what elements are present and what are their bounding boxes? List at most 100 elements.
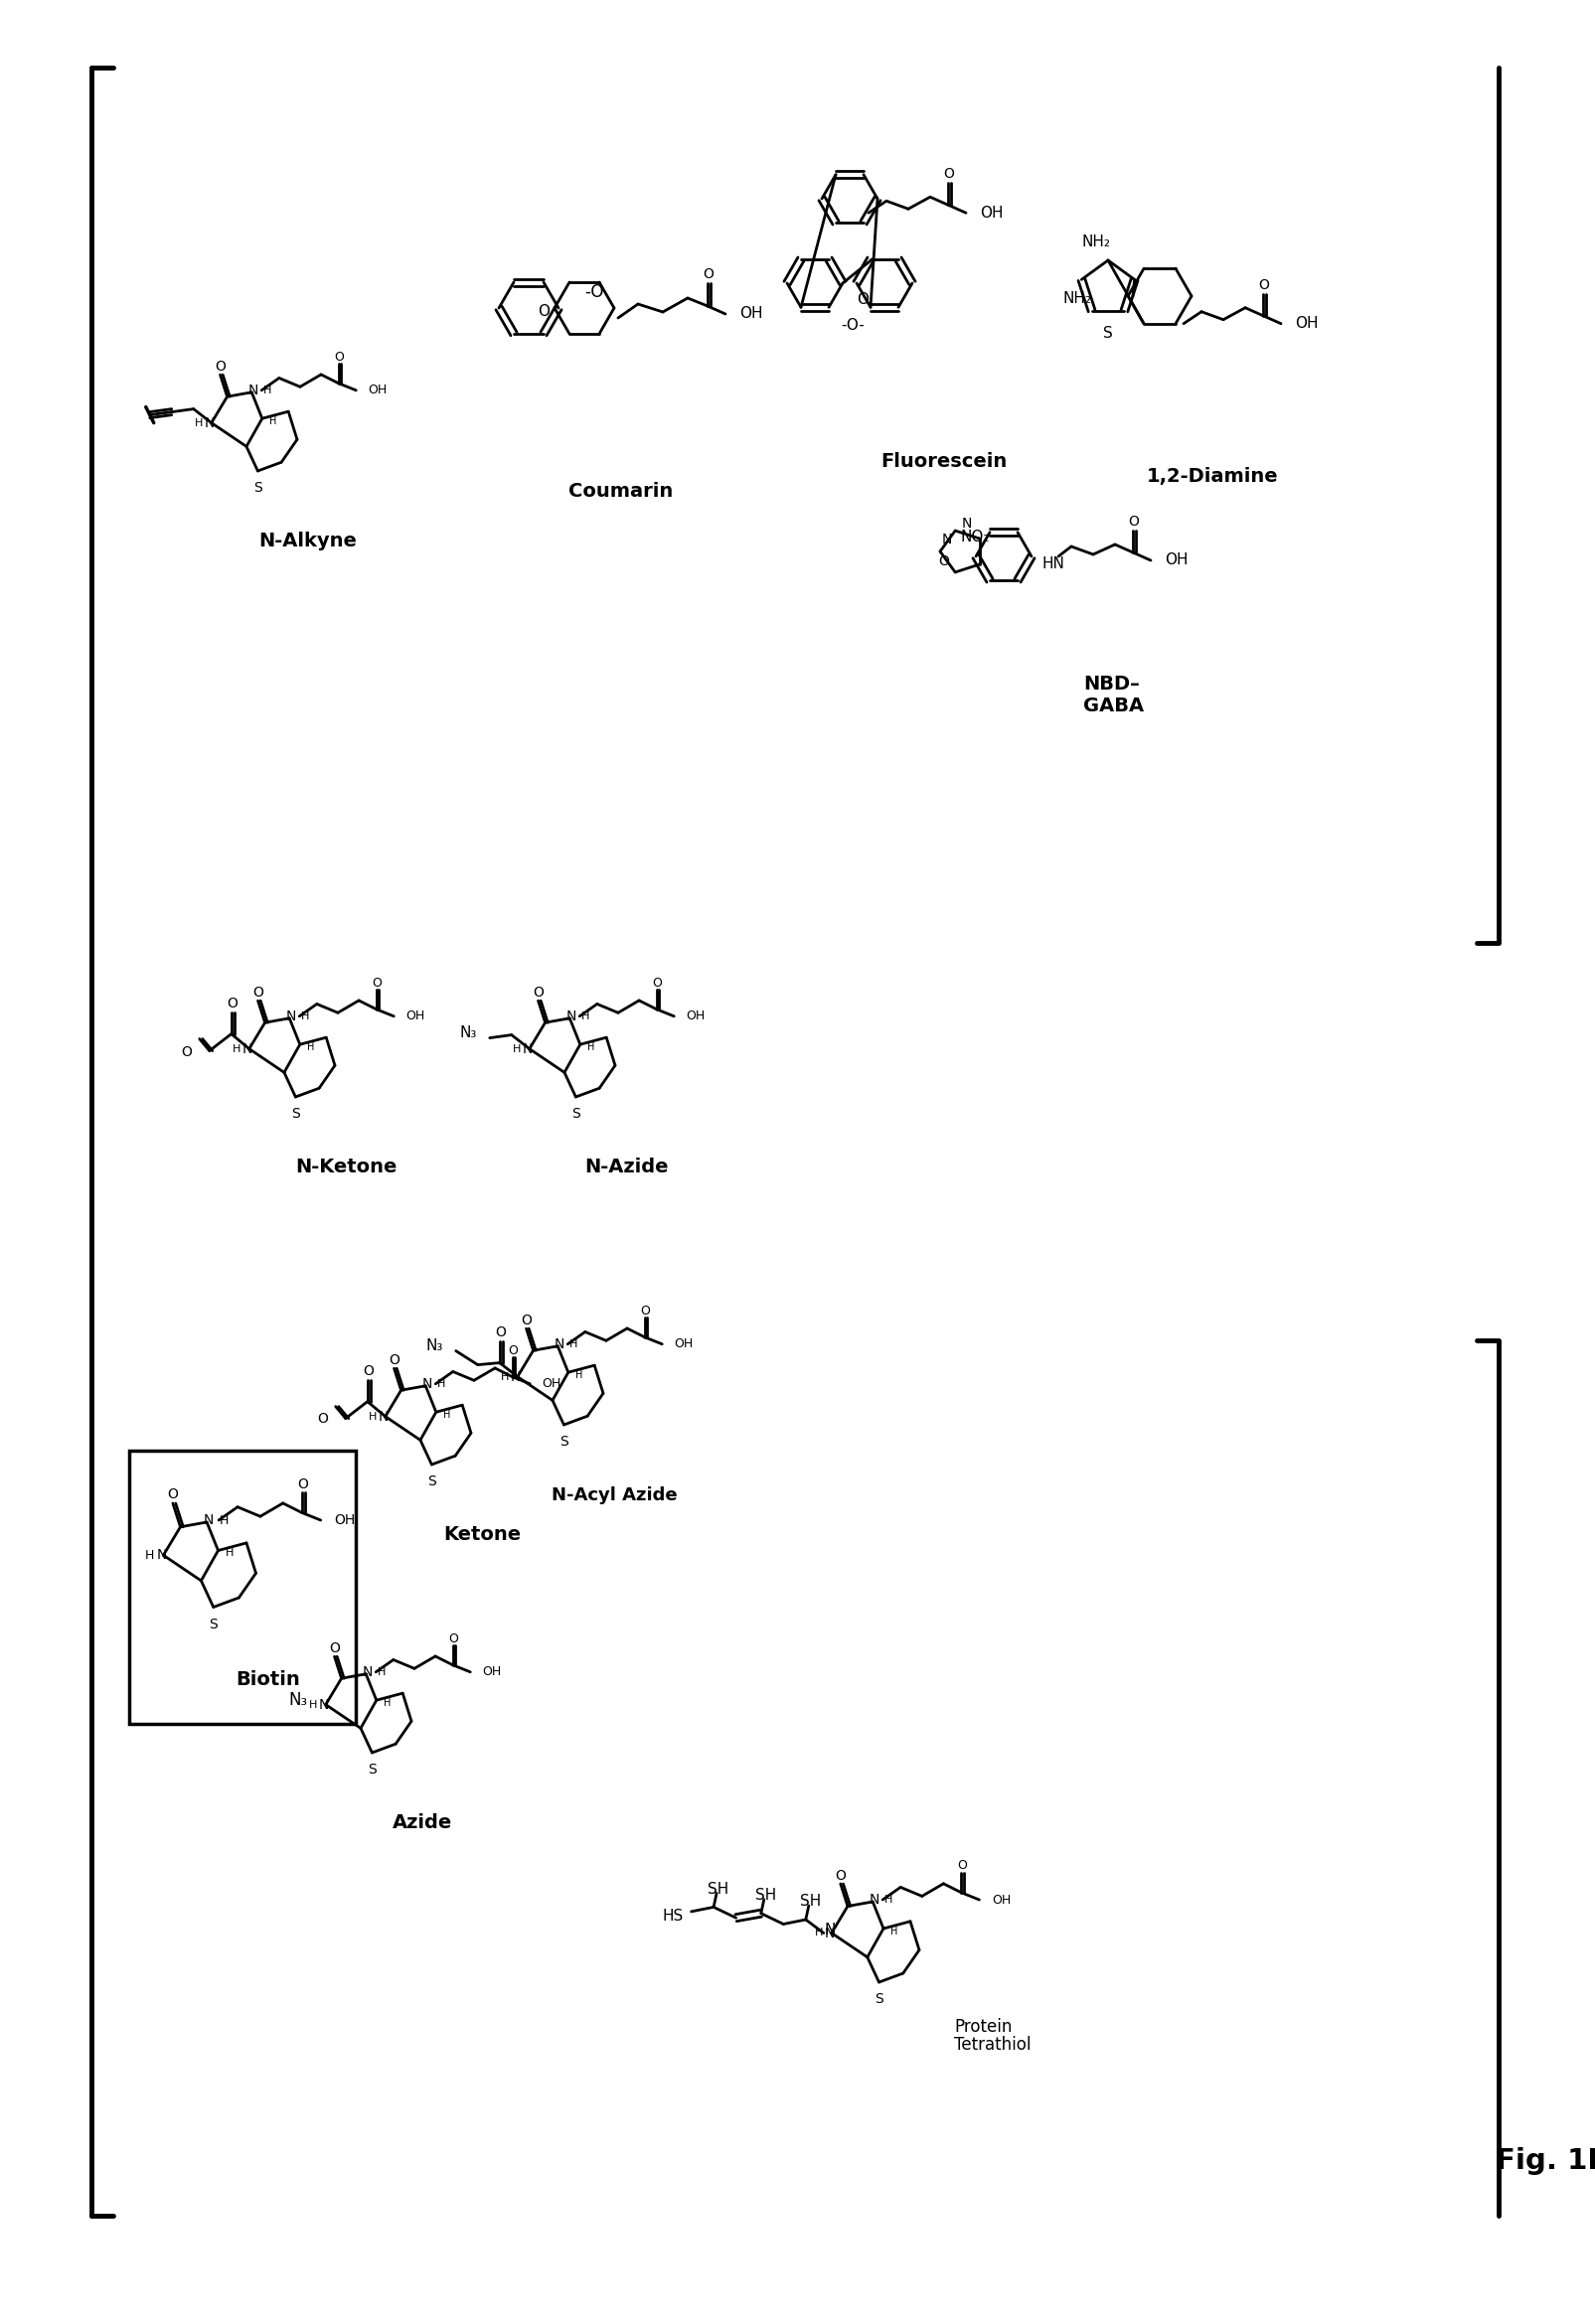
Text: H: H [443,1411,450,1420]
Text: O: O [509,1343,518,1357]
Text: NH₂: NH₂ [1062,290,1091,307]
Text: S: S [874,1992,884,2006]
Text: S: S [368,1762,376,1776]
Text: -O-: -O- [841,318,864,332]
Text: N: N [249,383,258,397]
Text: H: H [368,1411,376,1422]
Text: O: O [494,1325,506,1339]
Text: OH: OH [542,1378,561,1390]
Text: H: H [225,1548,234,1559]
Text: N-Azide: N-Azide [584,1157,668,1176]
Text: H: H [306,1041,314,1053]
Text: OH: OH [368,383,388,397]
Text: S: S [427,1473,435,1487]
Text: H: H [815,1929,823,1938]
Text: H: H [145,1548,155,1562]
Text: H: H [569,1339,577,1350]
Text: H: H [309,1699,317,1710]
Text: H: H [437,1378,445,1390]
Text: O: O [857,293,869,307]
Text: N: N [319,1697,329,1710]
Text: O: O [652,976,662,990]
Text: S: S [571,1106,581,1120]
Text: 1,2-Diamine: 1,2-Diamine [1147,467,1278,486]
Text: O: O [389,1353,399,1367]
Text: SH: SH [801,1894,821,1910]
Text: OH: OH [483,1666,502,1678]
Text: O: O [180,1046,191,1060]
Text: OH: OH [686,1011,705,1023]
Text: Protein: Protein [954,2017,1013,2036]
Text: SH: SH [756,1887,777,1903]
Text: Biotin: Biotin [236,1669,300,1690]
Text: NH₂: NH₂ [1081,235,1110,251]
Text: H: H [383,1699,391,1708]
Text: N: N [204,1513,214,1527]
Text: O: O [226,997,238,1011]
Text: H: H [263,386,271,395]
Text: SH: SH [708,1882,729,1896]
Text: H: H [884,1894,893,1906]
Text: S: S [254,481,262,495]
Text: S: S [560,1434,568,1448]
Text: NBD–
GABA: NBD– GABA [1083,676,1144,716]
Text: HN: HN [1042,558,1064,572]
Text: N: N [869,1894,880,1908]
Text: H: H [890,1927,898,1936]
Text: HS: HS [664,1908,684,1924]
Text: N: N [510,1369,522,1383]
Text: O: O [641,1304,651,1318]
Text: O: O [215,360,225,374]
Text: Ketone: Ketone [443,1525,522,1545]
Text: N: N [566,1009,576,1023]
Text: OH: OH [333,1513,356,1527]
Text: O: O [297,1478,308,1492]
Text: N₃: N₃ [289,1690,308,1708]
Text: O: O [522,1313,531,1327]
Text: Coumarin: Coumarin [569,483,673,502]
Text: O: O [167,1487,179,1501]
Text: H: H [301,1011,309,1023]
Text: OH: OH [992,1894,1011,1906]
Text: H: H [233,1043,241,1053]
Text: H: H [501,1371,509,1383]
Text: N-Ketone: N-Ketone [295,1157,397,1176]
Text: N: N [378,1408,389,1422]
Text: N: N [204,416,215,430]
Text: OH: OH [675,1339,694,1350]
Text: Tetrathiol: Tetrathiol [954,2036,1030,2054]
Text: N: N [286,1009,297,1023]
Text: N: N [555,1336,565,1350]
Text: O: O [448,1631,459,1645]
Text: O: O [329,1641,340,1655]
Text: N: N [362,1666,373,1680]
Text: O: O [364,1364,373,1378]
Text: O: O [372,976,383,990]
Text: H: H [219,1513,228,1527]
Text: H: H [195,418,203,428]
Text: H: H [576,1369,582,1380]
Text: O: O [538,304,550,318]
Text: H: H [512,1043,520,1053]
Text: H: H [270,416,276,425]
Text: O: O [317,1411,327,1425]
Text: NO₂: NO₂ [960,530,989,544]
Text: O: O [957,1859,967,1873]
Text: S: S [209,1618,219,1631]
Text: OH: OH [1164,553,1188,567]
Text: N: N [825,1922,836,1938]
Text: OH: OH [979,205,1003,221]
Text: H: H [587,1041,595,1053]
Text: Azide: Azide [392,1813,453,1834]
Text: O: O [939,555,949,569]
Text: O: O [533,985,544,999]
Text: H: H [581,1011,590,1023]
Text: N-Acyl Azide: N-Acyl Azide [552,1487,676,1504]
Text: O: O [1129,514,1139,528]
Text: O: O [335,351,345,363]
Text: N₃: N₃ [459,1025,477,1041]
Text: S: S [1104,325,1113,342]
Text: O: O [1258,279,1270,293]
Text: N: N [423,1378,432,1392]
Text: N₃: N₃ [426,1339,443,1353]
